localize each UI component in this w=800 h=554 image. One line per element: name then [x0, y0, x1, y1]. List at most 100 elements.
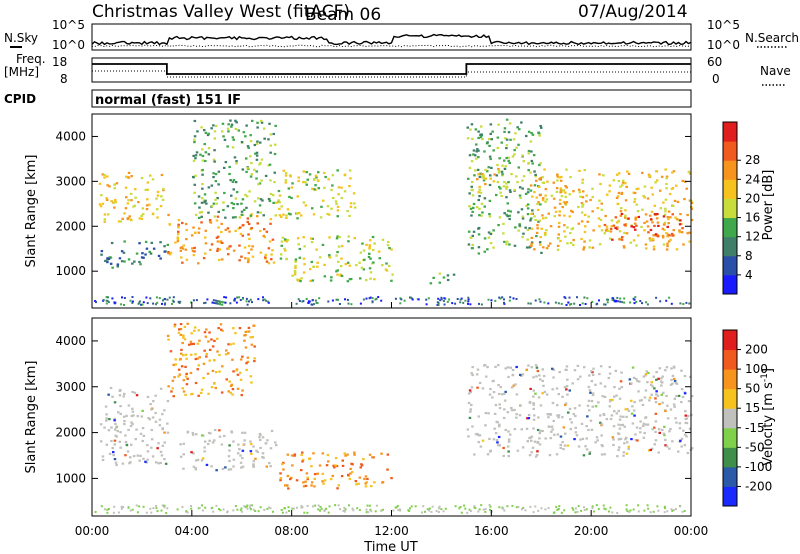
echo-cell [665, 232, 668, 235]
echo-cell [672, 377, 676, 380]
echo-cell [297, 179, 300, 183]
echo-cell [344, 454, 347, 457]
ground-scatter-cell [607, 298, 609, 301]
freq-label-2: [MHz] [4, 65, 39, 79]
ground-scatter-cell [281, 511, 284, 514]
echo-cell [121, 217, 124, 220]
nsky-label: N.Sky [4, 31, 38, 45]
echo-cell [127, 199, 130, 202]
echo-cell [338, 235, 341, 239]
echo-cell [656, 213, 659, 216]
ground-scatter-cell [454, 302, 457, 305]
echo-cell [627, 217, 630, 220]
ground-scatter-cell [142, 301, 145, 304]
echo-cell [484, 168, 487, 171]
echo-cell [560, 195, 564, 198]
echo-cell [664, 438, 667, 441]
echo-cell [119, 431, 122, 434]
echo-cell [157, 442, 160, 445]
echo-cell [598, 225, 601, 228]
echo-cell [242, 224, 245, 227]
echo-cell [119, 220, 123, 223]
ground-scatter-cell [344, 508, 347, 511]
echo-cell [243, 246, 247, 249]
ground-scatter-cell [451, 302, 454, 305]
echo-cell [163, 431, 166, 434]
echo-cell [511, 373, 515, 376]
echo-cell [665, 445, 669, 448]
echo-cell [492, 246, 495, 249]
echo-cell [556, 179, 559, 182]
echo-cell [620, 371, 623, 374]
echo-cell [201, 159, 205, 162]
echo-cell [508, 214, 511, 217]
ground-scatter-cell [538, 298, 541, 301]
echo-cell [177, 375, 180, 378]
echo-cell [471, 194, 475, 197]
ground-scatter-cell [547, 302, 550, 305]
ground-scatter-cell [313, 303, 315, 306]
echo-cell [487, 412, 490, 415]
echo-cell [641, 403, 645, 406]
echo-cell [569, 232, 572, 235]
echo-cell [287, 487, 290, 490]
echo-cell [505, 185, 508, 188]
echo-cell [361, 242, 364, 245]
echo-cell [144, 460, 147, 463]
echo-cell [550, 430, 553, 433]
echo-cell [199, 153, 202, 156]
echo-cell [243, 208, 246, 211]
echo-cell [627, 172, 631, 175]
echo-cell [564, 191, 567, 194]
echo-cell [123, 240, 126, 243]
echo-cell [291, 274, 294, 277]
echo-cell [662, 432, 666, 435]
echo-cell [556, 244, 560, 247]
echo-cell [599, 365, 603, 368]
echo-cell [185, 238, 188, 241]
echo-cell [218, 435, 222, 438]
echo-cell [505, 144, 509, 147]
echo-cell [579, 195, 582, 198]
echo-cell [541, 429, 544, 433]
echo-cell [558, 221, 561, 225]
colorbar-tick-label: 24 [745, 172, 760, 186]
echo-cell [647, 174, 651, 177]
echo-cell [643, 396, 647, 399]
echo-cell [256, 121, 259, 124]
ground-scatter-cell [246, 507, 249, 510]
echo-cell [179, 443, 182, 446]
echo-cell [300, 277, 303, 280]
echo-cell [657, 377, 660, 380]
echo-cell [549, 225, 553, 228]
echo-cell [534, 364, 538, 367]
echo-cell [163, 245, 166, 248]
echo-cell [614, 226, 617, 230]
echo-cell [476, 148, 479, 151]
ground-scatter-cell [646, 504, 649, 507]
echo-cell [608, 184, 612, 187]
ground-scatter-cell [649, 511, 652, 514]
echo-cell [612, 179, 615, 182]
echo-cell [535, 179, 538, 182]
echo-cell [109, 262, 113, 265]
ground-scatter-cell [637, 504, 640, 507]
echo-cell [281, 236, 285, 239]
ground-scatter-cell [435, 510, 438, 512]
echo-cell [666, 225, 669, 228]
echo-cell [169, 350, 173, 353]
echo-cell [620, 207, 623, 210]
echo-cell [250, 227, 253, 230]
echo-cell [233, 156, 237, 159]
echo-cell [264, 174, 268, 177]
echo-cell [235, 369, 238, 372]
echo-cell [320, 205, 323, 208]
echo-cell [149, 403, 152, 406]
echo-cell [109, 256, 113, 259]
echo-cell [588, 409, 591, 412]
ground-scatter-cell [634, 296, 637, 299]
echo-cell [231, 393, 234, 396]
echo-cell [253, 345, 256, 348]
echo-cell [241, 431, 244, 434]
ground-scatter-cell [374, 510, 377, 513]
